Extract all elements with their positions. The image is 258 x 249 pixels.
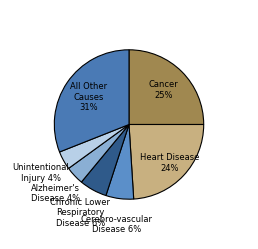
- Text: Cerebro-vascular
Disease 6%: Cerebro-vascular Disease 6%: [80, 215, 152, 234]
- Wedge shape: [69, 124, 129, 182]
- Text: Chronic Lower
Respiratory
Disease 6%: Chronic Lower Respiratory Disease 6%: [50, 198, 110, 228]
- Wedge shape: [54, 50, 129, 152]
- Wedge shape: [60, 124, 129, 168]
- Wedge shape: [81, 124, 129, 195]
- Text: Heart Disease
24%: Heart Disease 24%: [140, 153, 199, 173]
- Wedge shape: [129, 124, 204, 199]
- Wedge shape: [106, 124, 134, 199]
- Text: Alzheimer's
Disease 4%: Alzheimer's Disease 4%: [31, 184, 80, 203]
- Wedge shape: [129, 50, 204, 124]
- Text: Unintentional
Injury 4%: Unintentional Injury 4%: [12, 163, 69, 183]
- Text: Cancer
25%: Cancer 25%: [148, 80, 178, 100]
- Text: All Other
Causes
31%: All Other Causes 31%: [70, 82, 107, 112]
